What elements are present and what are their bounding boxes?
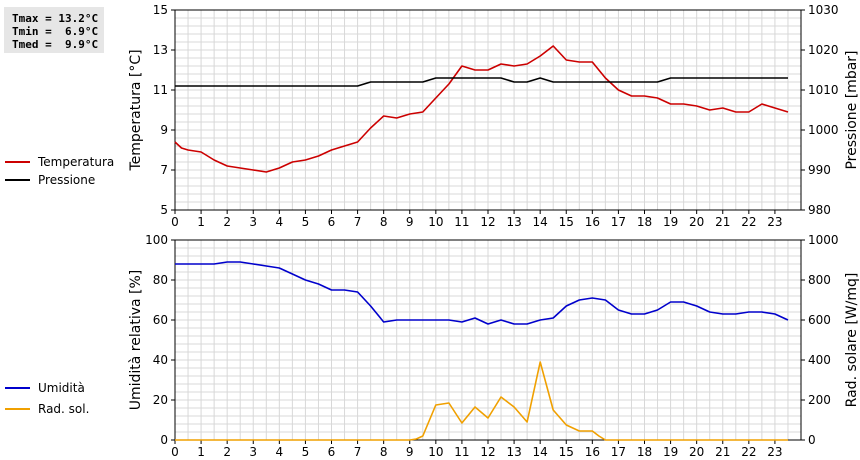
x-tick-label: 0 [171,215,179,229]
x-tick-label: 2 [223,215,231,229]
y2-tick-label: 600 [808,313,831,327]
x-tick-label: 9 [406,445,414,459]
x-tick-label: 22 [741,445,756,459]
x-tick-label: 6 [328,445,336,459]
y2-tick-label: 200 [808,393,831,407]
y2-tick-label: 0 [808,433,816,447]
stat-tmin: Tmin = 6.9°C [12,25,99,38]
y-tick-label: 5 [160,203,168,217]
x-tick-label: 18 [637,215,652,229]
series-line-umidit [175,261,789,325]
x-tick-label: 6 [328,215,336,229]
y2-tick-label: 1020 [808,43,839,57]
y-tick-label: 60 [153,313,168,327]
x-tick-label: 3 [249,445,257,459]
legend-top: Temperatura Pressione [5,155,114,187]
x-tick-label: 14 [533,445,548,459]
x-tick-label: 23 [767,445,782,459]
y-tick-label: 20 [153,393,168,407]
x-tick-label: 5 [302,445,310,459]
y2-tick-label: 800 [808,273,831,287]
x-tick-label: 21 [715,445,730,459]
x-tick-label: 20 [689,215,704,229]
y-tick-label: 9 [160,123,168,137]
x-tick-label: 21 [715,215,730,229]
x-tick-label: 13 [506,215,521,229]
x-tick-label: 1 [197,445,205,459]
y2-tick-label: 980 [808,203,831,217]
y-tick-label: 100 [145,233,168,247]
x-tick-label: 12 [480,215,495,229]
panel-humidity-radiation: 0 1 2 3 4 5 6 7 8 9 10 11 12 13 14 15 16 17 18 19 20 21 22 2302… [128,233,860,459]
x-tick-label: 2 [223,445,231,459]
x-tick-label: 15 [559,215,574,229]
y-axis-title: Umidità relativa [%] [128,270,144,411]
y2-tick-label: 1000 [808,233,839,247]
legend-bottom: Umidità Rad. sol. [5,381,89,416]
y-tick-label: 7 [160,163,168,177]
y-tick-label: 13 [153,43,168,57]
x-tick-label: 19 [663,445,678,459]
x-tick-label: 15 [559,445,574,459]
y2-tick-label: 1000 [808,123,839,137]
x-tick-label: 8 [380,215,388,229]
x-tick-label: 8 [380,445,388,459]
x-tick-label: 5 [302,215,310,229]
y-tick-label: 80 [153,273,168,287]
series-line-pressione [175,77,788,87]
y2-tick-label: 990 [808,163,831,177]
legend-radsol-label: Rad. sol. [38,402,89,416]
panel-temperature-pressure: 0 1 2 3 4 5 6 7 8 9 10 11 12 13 14 15 16 17 18 19 20 21 22 2357… [128,3,860,229]
x-tick-label: 11 [454,445,469,459]
x-tick-label: 16 [585,215,600,229]
y2-tick-label: 400 [808,353,831,367]
x-tick-label: 10 [428,215,443,229]
x-tick-label: 1 [197,215,205,229]
y2-tick-label: 1010 [808,83,839,97]
legend-pressione-label: Pressione [38,173,95,187]
x-tick-label: 17 [611,215,626,229]
y2-axis-title: Pressione [mbar] [844,50,860,169]
x-tick-label: 3 [249,215,257,229]
x-tick-label: 19 [663,215,678,229]
series-line-temperatura [174,45,789,173]
x-tick-label: 4 [276,445,284,459]
series-line-rad-sol [175,361,788,441]
x-tick-label: 11 [454,215,469,229]
y2-axis-title: Rad. solare [W/mq] [844,273,860,408]
x-tick-label: 9 [406,215,414,229]
y2-tick-label: 1030 [808,3,839,17]
x-tick-label: 16 [585,445,600,459]
x-tick-label: 23 [767,215,782,229]
x-tick-label: 0 [171,445,179,459]
y-axis-title: Temperatura [°C] [128,49,144,171]
y-tick-label: 40 [153,353,168,367]
stat-tmax: Tmax = 13.2°C [12,12,99,25]
stats-box: Tmax = 13.2°C Tmin = 6.9°C Tmed = 9.9°C [4,7,104,53]
x-tick-label: 20 [689,445,704,459]
y-tick-label: 0 [160,433,168,447]
x-tick-label: 14 [533,215,548,229]
stat-tmed: Tmed = 9.9°C [12,38,99,51]
x-tick-label: 22 [741,215,756,229]
legend-umidita-label: Umidità [38,381,85,395]
x-tick-label: 7 [354,445,362,459]
x-tick-label: 4 [276,215,284,229]
y-tick-label: 15 [153,3,168,17]
x-tick-label: 10 [428,445,443,459]
x-tick-label: 13 [506,445,521,459]
x-tick-label: 18 [637,445,652,459]
x-tick-label: 17 [611,445,626,459]
legend-temperatura-label: Temperatura [37,155,114,169]
x-tick-label: 7 [354,215,362,229]
x-tick-label: 12 [480,445,495,459]
y-tick-label: 11 [153,83,168,97]
